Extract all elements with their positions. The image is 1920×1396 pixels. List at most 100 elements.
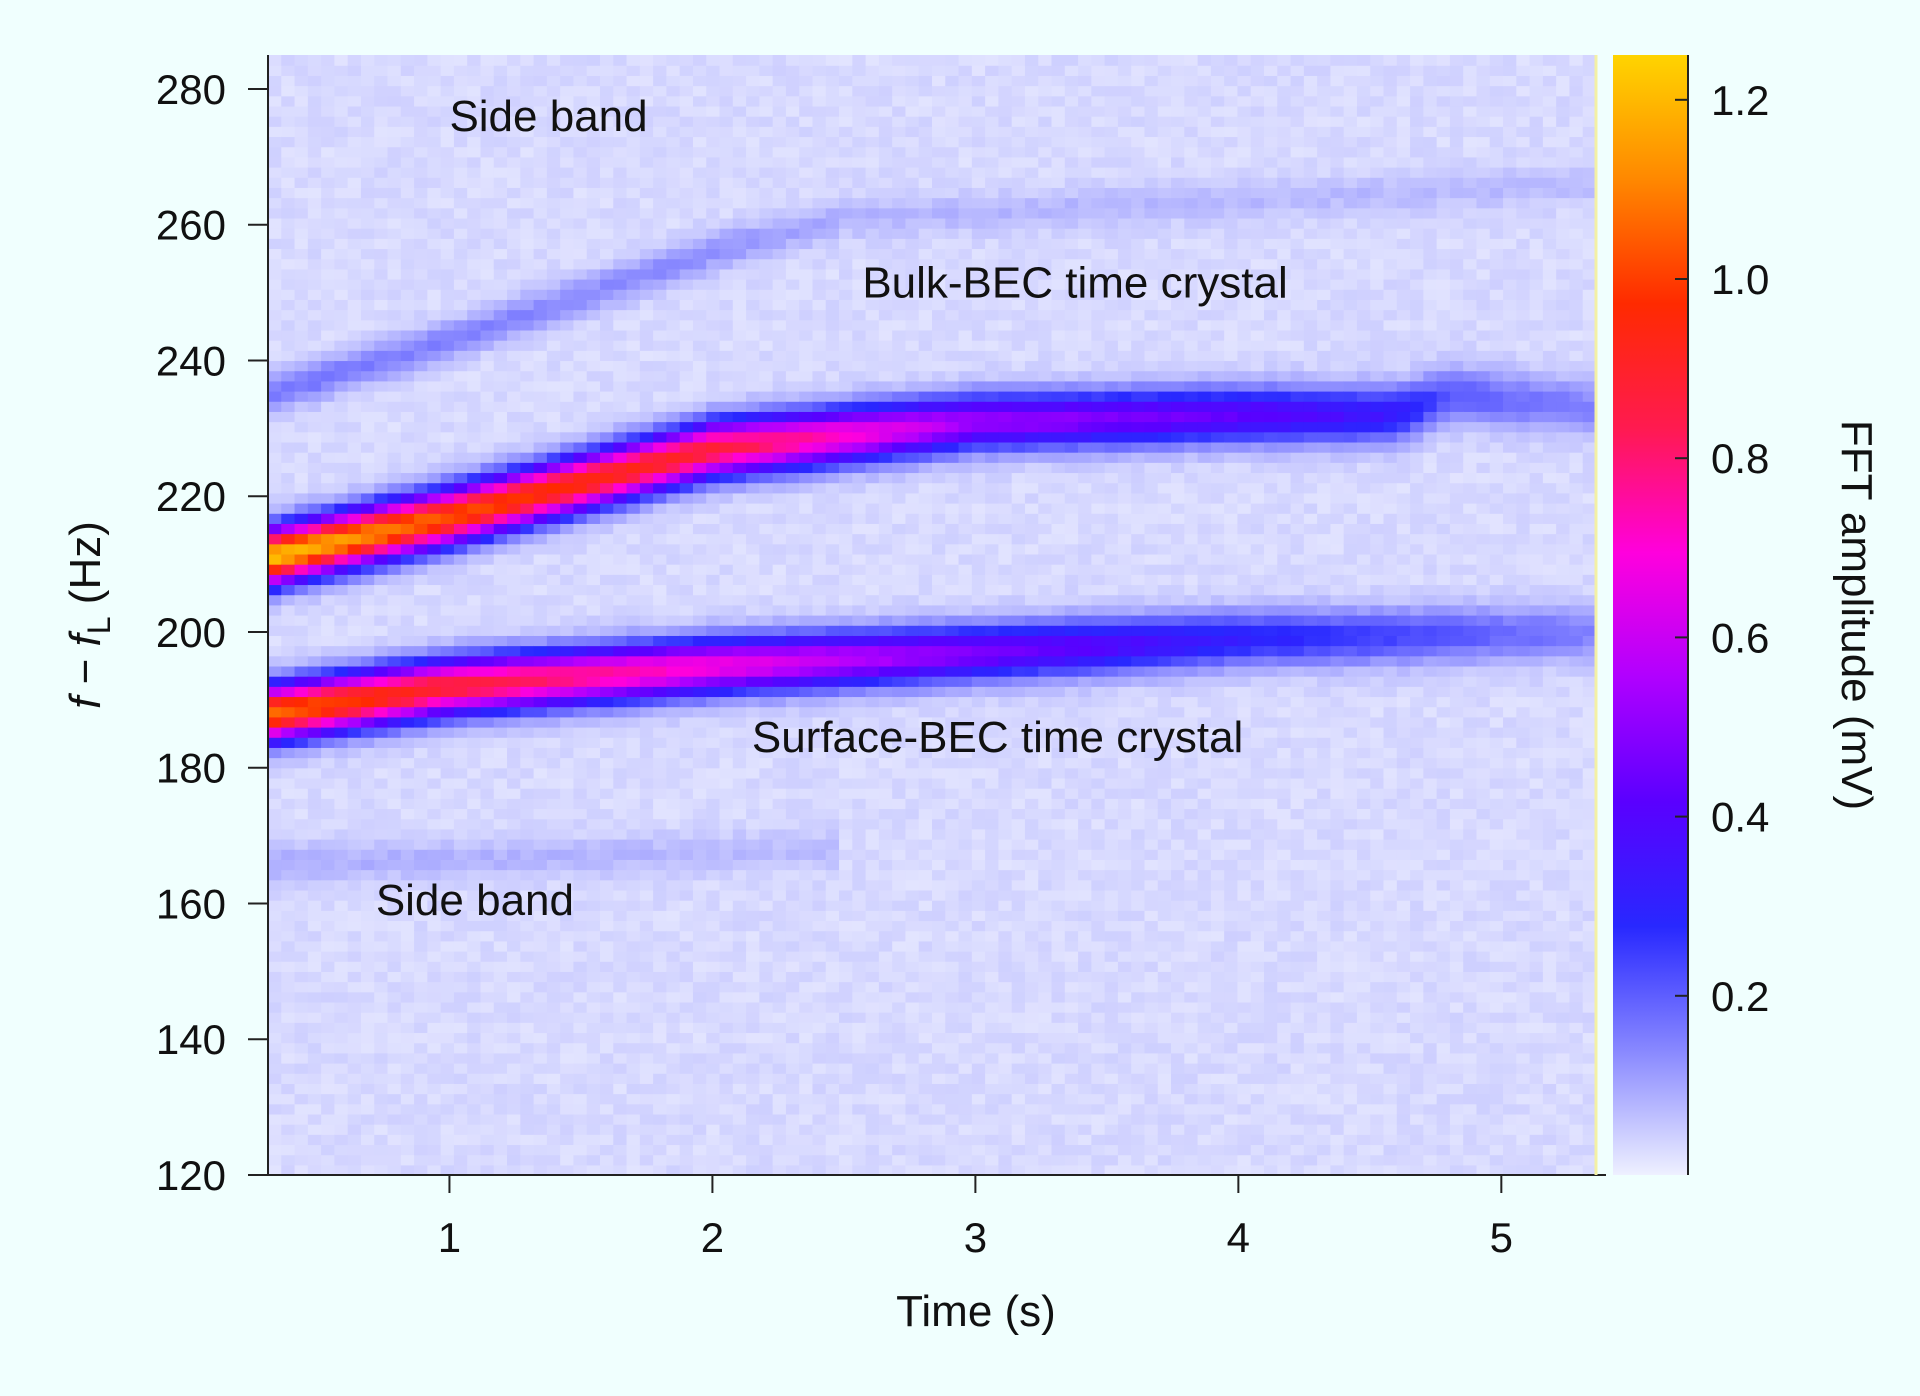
heatmap-cell — [719, 991, 734, 1003]
heatmap-cell — [520, 401, 535, 412]
heatmap-cell — [268, 1124, 282, 1135]
heatmap-cell — [746, 299, 760, 311]
heatmap-cell — [639, 411, 654, 423]
heatmap-cell — [785, 767, 800, 779]
heatmap-cell — [387, 645, 402, 657]
heatmap-cell — [732, 217, 747, 229]
heatmap-cell — [772, 105, 787, 117]
heatmap-cell — [679, 350, 694, 362]
heatmap-cell — [507, 777, 521, 789]
heatmap-cell — [321, 818, 335, 830]
heatmap-cell — [507, 839, 521, 850]
heatmap-cell — [281, 421, 296, 433]
heatmap-cell — [799, 706, 814, 718]
heatmap-cell — [480, 1164, 495, 1176]
heatmap-cell — [440, 1032, 455, 1044]
heatmap-cell — [347, 85, 362, 97]
heatmap-cell — [759, 513, 774, 524]
heatmap-cell — [560, 777, 575, 789]
heatmap-cell — [427, 584, 442, 596]
heatmap-cell — [546, 462, 561, 474]
heatmap-cell — [334, 391, 349, 402]
heatmap-cell — [360, 462, 375, 474]
heatmap-cell — [480, 1134, 495, 1146]
heatmap-cell — [586, 472, 601, 484]
heatmap-cell — [467, 1012, 482, 1023]
heatmap-cell — [759, 696, 774, 708]
heatmap-cell — [812, 655, 827, 667]
heatmap-cell — [732, 930, 747, 942]
heatmap-cell — [653, 126, 667, 138]
heatmap-cell — [533, 1001, 548, 1013]
heatmap-cell — [613, 340, 628, 351]
heatmap-cell — [387, 197, 402, 209]
heatmap-cell — [360, 635, 375, 647]
heatmap-cell — [493, 798, 508, 810]
heatmap-cell — [440, 55, 455, 66]
heatmap-cell — [268, 207, 282, 219]
heatmap-cell — [560, 95, 575, 107]
heatmap-cell — [414, 177, 428, 188]
heatmap-cell — [560, 421, 575, 433]
heatmap-cell — [586, 1022, 601, 1034]
heatmap-cell — [321, 248, 335, 260]
heatmap-cell — [586, 75, 601, 87]
heatmap-cell — [746, 370, 760, 382]
heatmap-cell — [799, 360, 814, 372]
heatmap-cell — [321, 900, 335, 911]
heatmap-cell — [440, 329, 455, 341]
heatmap-cell — [759, 167, 774, 178]
heatmap-cell — [732, 187, 747, 199]
heatmap-cell — [294, 839, 309, 850]
heatmap-cell — [520, 900, 535, 911]
heatmap-cell — [865, 727, 880, 738]
heatmap-cell — [493, 177, 508, 188]
heatmap-cell — [440, 635, 455, 647]
heatmap-cell — [307, 676, 322, 687]
heatmap-cell — [480, 289, 495, 300]
heatmap-cell — [347, 635, 362, 647]
heatmap-cell — [480, 441, 495, 453]
heatmap-cell — [839, 839, 853, 850]
heatmap-cell — [785, 289, 800, 300]
heatmap-cell — [719, 116, 734, 127]
heatmap-cell — [294, 1113, 309, 1125]
heatmap-cell — [732, 228, 747, 239]
heatmap-cell — [374, 177, 389, 188]
heatmap-cell — [746, 268, 760, 280]
heatmap-cell — [759, 309, 774, 321]
heatmap-cell — [653, 187, 667, 199]
heatmap-cell — [759, 900, 774, 911]
heatmap-cell — [613, 482, 628, 494]
heatmap-cell — [520, 156, 535, 168]
heatmap-cell — [546, 136, 561, 148]
heatmap-cell — [334, 105, 349, 117]
heatmap-cell — [600, 187, 614, 199]
heatmap-cell — [347, 615, 362, 626]
heatmap-cell — [294, 940, 309, 952]
heatmap-cell — [586, 299, 601, 311]
heatmap-cell — [440, 1001, 455, 1013]
heatmap-cell — [321, 136, 335, 148]
heatmap-cell — [334, 116, 349, 127]
heatmap-cell — [586, 411, 601, 423]
heatmap-cell — [825, 777, 840, 789]
heatmap-cell — [268, 1063, 282, 1074]
heatmap-cell — [347, 798, 362, 810]
heatmap-cell — [706, 879, 721, 891]
heatmap-cell — [440, 676, 455, 687]
heatmap-cell — [825, 991, 840, 1003]
heatmap-cell — [321, 777, 335, 789]
heatmap-cell — [719, 696, 734, 708]
heatmap-cell — [759, 1063, 774, 1074]
heatmap-cell — [546, 217, 561, 229]
heatmap-cell — [334, 197, 349, 209]
heatmap-cell — [480, 421, 495, 433]
heatmap-cell — [533, 258, 548, 270]
heatmap-cell — [560, 1073, 575, 1084]
heatmap-cell — [268, 1134, 282, 1146]
heatmap-cell — [453, 665, 468, 677]
heatmap-cell — [414, 533, 428, 545]
heatmap-cell — [268, 1113, 282, 1125]
heatmap-cell — [639, 584, 654, 596]
